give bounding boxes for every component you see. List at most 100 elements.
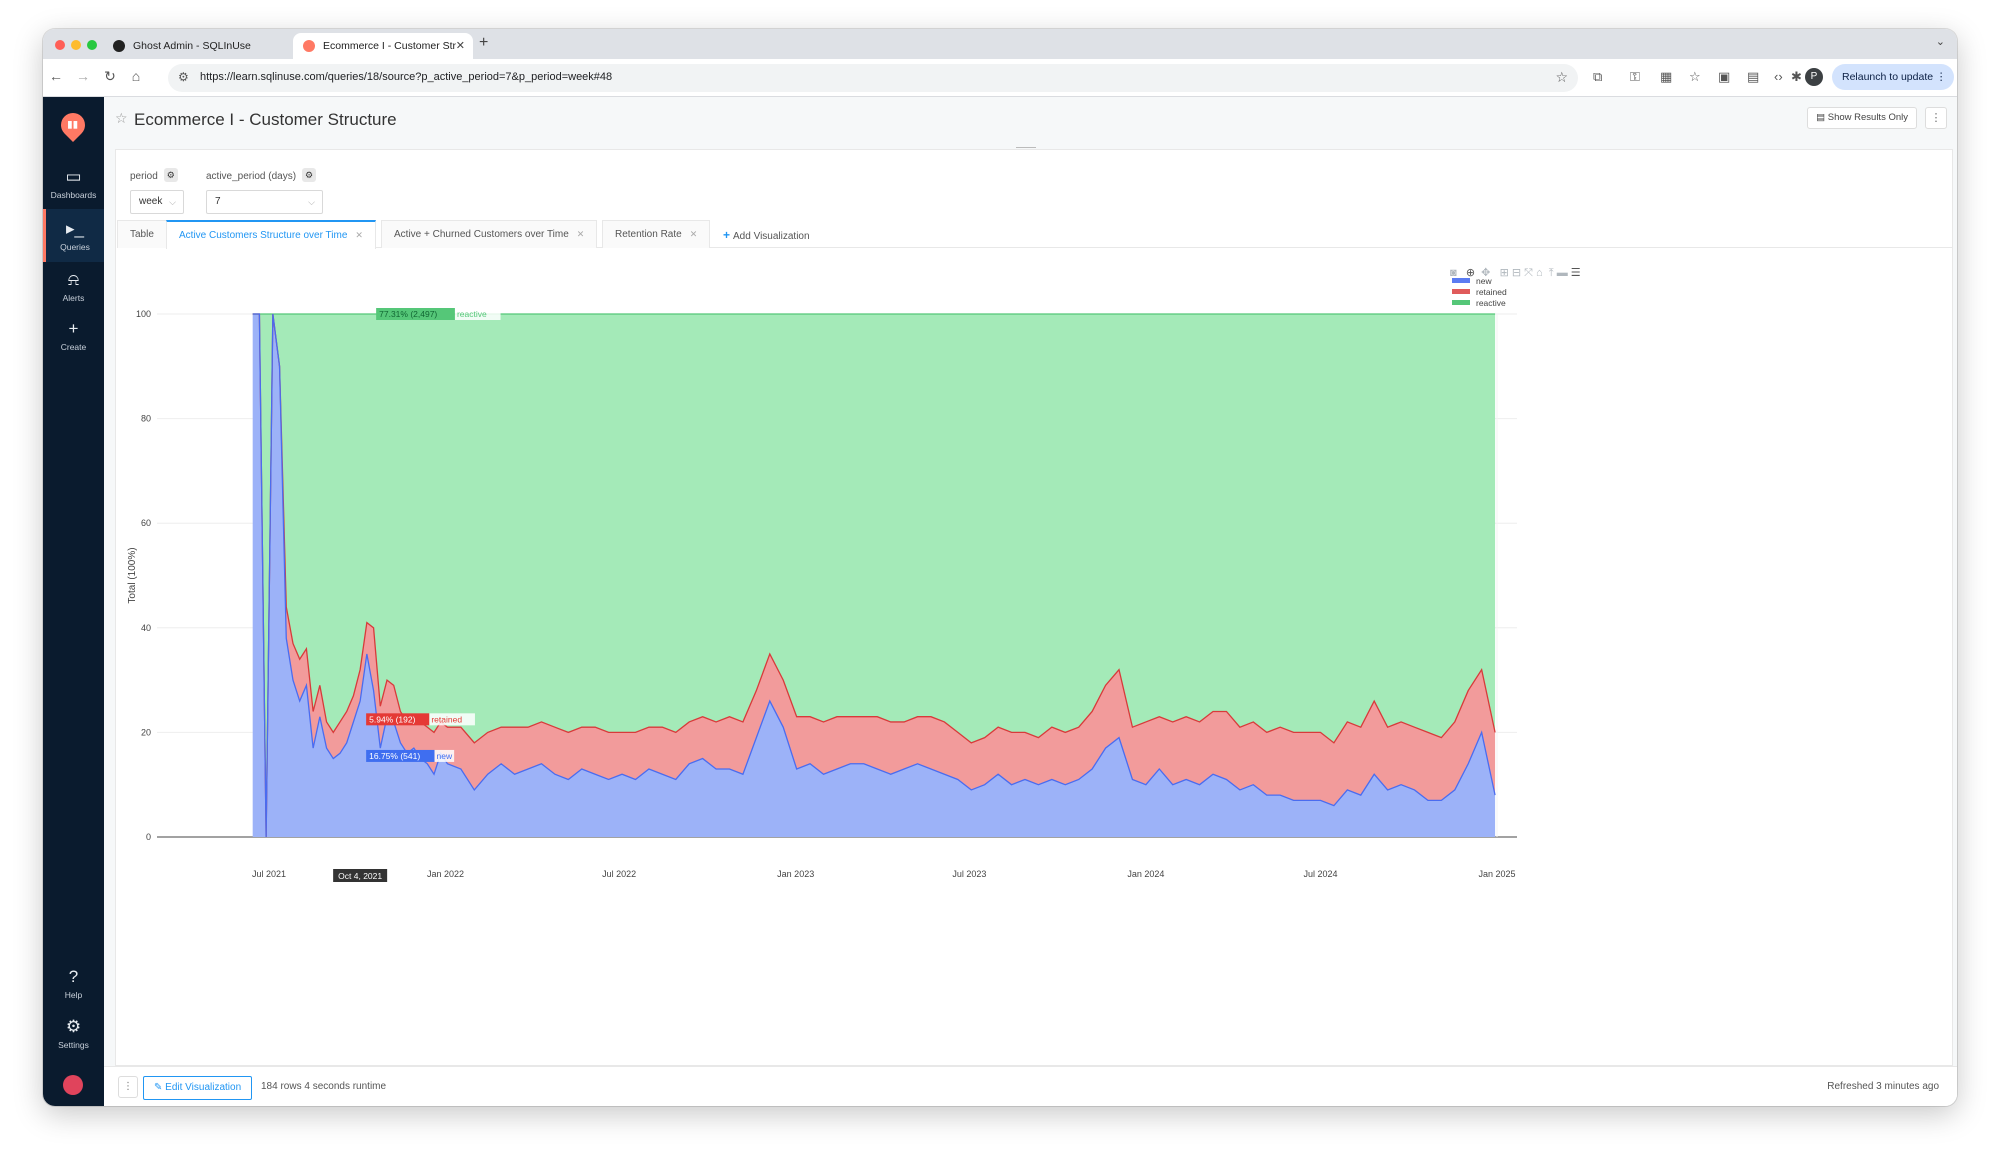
param-active-period: active_period (days) ⚙ 7 ⌵ (206, 166, 323, 214)
sidebar-item-label: Help (64, 990, 83, 1000)
tab-active-customers-structure[interactable]: Active Customers Structure over Time ✕ (166, 220, 376, 249)
hover-x-label-box (333, 869, 388, 882)
y-tick-label: 20 (141, 727, 151, 737)
chart-svg[interactable]: 0 20 40 60 80 100 Jul 2021 Jan 2022 Jul 2022 Jan … (117, 254, 1942, 1062)
browser-window: Ghost Admin - SQLInUse Ecommerce I - Cus… (43, 29, 1957, 1106)
favorite-star-icon[interactable]: ☆ (115, 110, 128, 126)
add-visualization-button[interactable]: + Add Visualization (723, 228, 810, 242)
reload-icon[interactable]: ↻ (104, 68, 116, 84)
hover-compare-icon[interactable]: ☰ (1570, 267, 1581, 279)
hover-label-box (366, 749, 435, 762)
minimize-window-button[interactable] (71, 40, 81, 50)
zoom-icon[interactable]: ⊕ (1465, 267, 1476, 279)
query-results-card: period ⚙ week ⌵ active_period (days) ⚙ 7 ⌵ T… (115, 149, 1953, 1066)
tab-search-icon[interactable]: ⌄ (1935, 36, 1945, 48)
password-key-icon[interactable]: ⚿ (1630, 69, 1640, 84)
active-period-select[interactable]: 7 ⌵ (206, 190, 323, 214)
extensions-icon[interactable]: ⧉ (1593, 69, 1603, 84)
zoom-in-icon[interactable]: ⊞ (1499, 267, 1509, 279)
refreshed-status: Refreshed 3 minutes ago (1827, 1081, 1939, 1092)
user-avatar[interactable] (63, 1075, 83, 1095)
legend-label-retained: retained (1476, 287, 1507, 297)
period-select[interactable]: week ⌵ (130, 190, 184, 214)
close-icon[interactable]: ✕ (576, 229, 585, 239)
chart-container: ◙ ⊕ ✥ ⊞ ⊟ ⤧ ⌂ ⤒ ▬ ☰ 0 20 40 60 80 100 Jul 2021… (117, 254, 1942, 1062)
add-visualization-label: Add Visualization (733, 231, 810, 242)
show-results-only-button[interactable]: ▤ Show Results Only (1807, 107, 1917, 129)
autoscale-icon[interactable]: ⤧ (1524, 267, 1533, 279)
address-bar[interactable]: ⚙ https://learn.sqlinuse.com/queries/18/… (168, 64, 1578, 92)
reset-axes-icon[interactable]: ⌂ (1536, 267, 1543, 279)
home-icon[interactable]: ⌂ (131, 68, 141, 84)
relaunch-button[interactable]: Relaunch to update ⋮ (1832, 64, 1954, 90)
close-icon[interactable]: ✕ (689, 229, 698, 239)
sidepanel-icon[interactable]: ▤ (1747, 69, 1760, 84)
redash-logo[interactable]: ▮▮ (56, 108, 90, 142)
sidebar-item-alerts[interactable]: ⍾ Alerts (43, 270, 104, 303)
legend-swatch-new (1452, 278, 1470, 283)
legend-label-reactive: reactive (1476, 298, 1506, 308)
help-icon: ? (68, 967, 79, 986)
back-icon[interactable]: ← (49, 68, 63, 84)
x-tick-label: Jan 2022 (427, 869, 464, 879)
hover-label-value: 77.31% (2,497) (379, 309, 437, 319)
query-footer: ⋮ ✎ Edit Visualization 184 rows 4 second… (104, 1066, 1957, 1106)
series-new-area (252, 314, 1496, 837)
tab-active-churned-customers[interactable]: Active + Churned Customers over Time ✕ (381, 220, 598, 248)
sidebar-item-help[interactable]: ? Help (43, 967, 104, 1000)
sidebar-item-label: Dashboards (50, 190, 97, 200)
profile-avatar[interactable]: P (1805, 68, 1823, 86)
monitor-icon: ▭ (65, 167, 82, 186)
tab-retention-rate[interactable]: Retention Rate ✕ (602, 220, 711, 248)
chevron-down-icon: ⌵ (308, 197, 315, 207)
bug-icon[interactable]: ✱ (1791, 69, 1802, 84)
devtools-icon[interactable]: ‹› (1774, 69, 1783, 84)
edit-visualization-button[interactable]: ✎ Edit Visualization (143, 1076, 253, 1100)
hover-series-name: retained (431, 714, 462, 724)
zoom-out-icon[interactable]: ⊟ (1511, 267, 1522, 279)
browser-tab-ghost[interactable]: Ghost Admin - SQLInUse (103, 33, 283, 59)
sidebar-item-queries[interactable]: ▸_ Queries (43, 209, 104, 262)
tab-table[interactable]: Table (117, 220, 167, 248)
x-tick-label: Jan 2025 (1478, 869, 1515, 879)
legend-label-new: new (1476, 276, 1492, 286)
sidebar-item-create[interactable]: + Create (43, 319, 104, 352)
forward-icon[interactable]: → (76, 68, 90, 84)
hover-series-bg (454, 308, 501, 320)
bookmark-star-icon[interactable]: ☆ (1555, 69, 1568, 85)
tab-label: Active + Churned Customers over Time (394, 229, 569, 240)
param-settings-icon[interactable]: ⚙ (302, 167, 317, 182)
site-info-icon[interactable]: ⚙ (178, 70, 189, 84)
close-tab-icon[interactable]: ✕ (455, 40, 465, 52)
camera-icon[interactable]: ◙ (1450, 267, 1457, 279)
param-period: period ⚙ week ⌵ (130, 166, 184, 214)
rows-info: 184 rows 4 seconds runtime (261, 1081, 387, 1092)
query-menu-button[interactable]: ⋮ (1925, 107, 1947, 129)
sidebar-item-label: Settings (58, 1040, 89, 1050)
browser-tab-ecommerce[interactable]: Ecommerce I - Customer Str ✕ (293, 33, 473, 59)
maximize-window-button[interactable] (87, 40, 97, 50)
bookmarks-icon[interactable]: ☆ (1689, 69, 1701, 84)
browser-tab-title: Ecommerce I - Customer Str (323, 40, 457, 52)
sidebar-item-settings[interactable]: ⚙ Settings (43, 1017, 104, 1050)
url-text[interactable]: https://learn.sqlinuse.com/queries/18/so… (200, 71, 613, 83)
x-tick-label: Jul 2024 (1303, 869, 1337, 879)
reading-list-icon[interactable]: ▣ (1718, 69, 1731, 84)
footer-menu-button[interactable]: ⋮ (118, 1076, 138, 1098)
sidebar-item-dashboards[interactable]: ▭ Dashboards (43, 167, 104, 200)
param-settings-icon[interactable]: ⚙ (163, 167, 178, 182)
close-icon[interactable]: ✕ (355, 230, 363, 240)
gear-icon: ⚙ (65, 1017, 82, 1036)
hover-label-value: 5.94% (192) (369, 714, 415, 724)
qr-code-icon[interactable]: ▦ (1660, 69, 1673, 84)
tab-label: Active Customers Structure over Time (179, 230, 348, 241)
new-tab-button[interactable]: + (479, 34, 489, 51)
page-title[interactable]: Ecommerce I - Customer Structure (134, 110, 397, 129)
y-tick-label: 40 (141, 623, 151, 633)
hover-closest-icon[interactable]: ▬ (1556, 267, 1568, 279)
spike-lines-icon[interactable]: ⤒ (1548, 267, 1554, 279)
close-window-button[interactable] (55, 40, 65, 50)
pan-icon[interactable]: ✥ (1481, 267, 1491, 279)
hover-series-name: new (437, 751, 453, 761)
browser-tab-title: Ghost Admin - SQLInUse (133, 40, 251, 52)
